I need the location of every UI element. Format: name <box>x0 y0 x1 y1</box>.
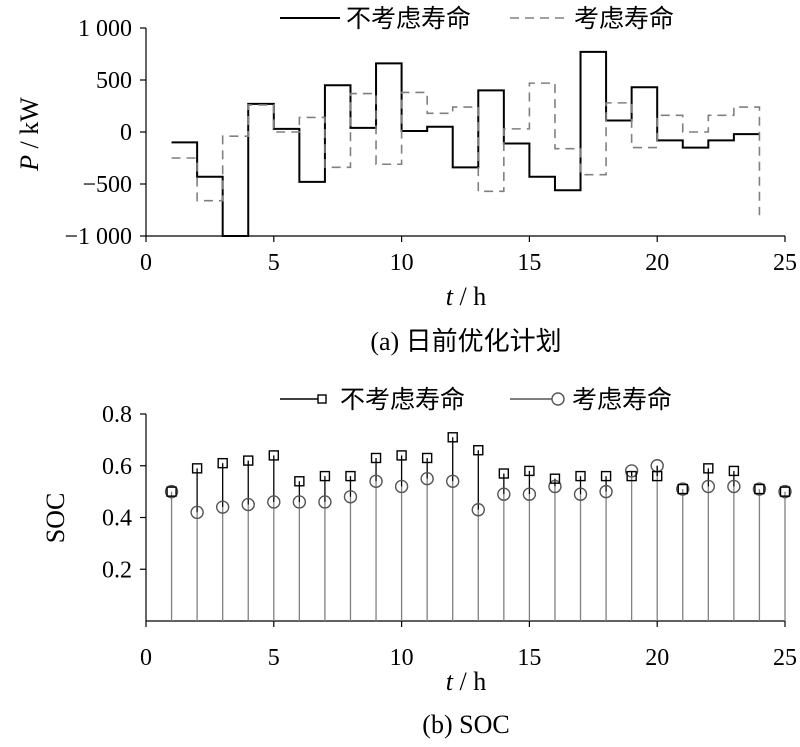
b-circle-point <box>778 484 792 499</box>
b-square-point <box>498 468 510 479</box>
b-circle-point <box>599 484 613 499</box>
b-circle-point <box>497 487 511 501</box>
legend-b-label-2: 考虑寿命 <box>572 386 672 414</box>
b-square-point <box>600 470 612 482</box>
panel-a-day-ahead-plan: 1 000 500 0 −500 −1 000 0 5 10 15 20 25 不考虑寿命 考虑寿… <box>15 5 797 356</box>
a-series-1-line <box>171 50 760 237</box>
legend-b-circle-marker <box>551 392 565 406</box>
b-circle-point <box>471 503 485 517</box>
b-circle-point <box>292 495 307 509</box>
b-circle-point <box>573 487 588 501</box>
b-circle-point <box>624 464 639 478</box>
b-circle-point <box>215 500 230 514</box>
a-series-2-line <box>171 82 761 216</box>
b-square-point <box>345 470 356 482</box>
panel-b-y-ticks: 0.8 0.6 0.4 0.2 <box>102 402 146 583</box>
b-square-point <box>370 452 382 464</box>
b-square-point <box>396 450 407 461</box>
panel-b-legend: 不考虑寿命 考虑寿命 <box>280 386 672 414</box>
panel-a-series <box>171 50 761 237</box>
a-ytick-label: −1 000 <box>64 224 132 250</box>
b-square-point <box>243 455 254 466</box>
a-xtick-label: 15 <box>517 250 541 276</box>
b-circle-point <box>369 474 383 488</box>
b-circle-point <box>676 482 690 496</box>
legend-b-label-1: 不考虑寿命 <box>340 386 465 414</box>
a-ytick-label: 1 000 <box>78 16 132 42</box>
b-circle-point <box>752 482 767 496</box>
b-circle-point <box>548 479 562 494</box>
b-circle-point <box>241 497 255 512</box>
b-square-point <box>754 483 765 495</box>
panel-a-caption: (a) 日前优化计划 <box>370 327 561 356</box>
b-square-point <box>779 486 791 497</box>
panel-b-x-label: t / h <box>446 667 486 696</box>
b-circle-point <box>650 459 664 473</box>
a-ytick-label: −500 <box>82 172 132 198</box>
b-square-point <box>294 476 305 487</box>
b-xtick-label: 25 <box>773 645 797 671</box>
legend-b-square-marker <box>317 394 327 404</box>
b-ytick-label: 0.4 <box>102 506 132 532</box>
a-xtick-label: 25 <box>773 250 797 276</box>
b-square-point <box>524 465 535 477</box>
b-circle-point <box>164 484 179 499</box>
legend-a-label-2: 考虑寿命 <box>574 5 674 33</box>
b-square-point <box>319 470 331 482</box>
b-square-point <box>626 470 637 482</box>
panel-a-y-ticks: 1 000 500 0 −500 −1 000 <box>64 16 146 250</box>
b-square-point <box>421 452 433 464</box>
b-square-point <box>728 465 740 477</box>
b-circle-point <box>420 471 434 486</box>
b-square-point <box>549 473 561 484</box>
a-xtick-label: 0 <box>140 250 152 276</box>
panel-b-x-ticks: 0 5 10 15 20 25 <box>140 621 797 671</box>
b-square-point <box>217 457 228 469</box>
panel-a-x-ticks: 0 5 10 15 20 25 <box>140 236 797 276</box>
b-square-point <box>652 470 663 482</box>
panel-a-legend: 不考虑寿命 考虑寿命 <box>280 5 674 33</box>
b-circle-point <box>522 487 537 501</box>
panel-a-y-label: P / kW <box>15 97 44 172</box>
b-circle-point <box>701 479 716 494</box>
b-xtick-label: 10 <box>390 645 414 671</box>
b-ytick-label: 0.8 <box>102 402 132 428</box>
b-xtick-label: 20 <box>645 645 669 671</box>
b-square-point <box>166 486 177 497</box>
panel-b-y-label: SOC <box>41 493 70 544</box>
b-circle-point <box>446 474 460 488</box>
panel-a-x-label: t / h <box>446 282 486 311</box>
b-circle-point <box>343 490 358 504</box>
b-square-point <box>473 445 484 456</box>
a-xtick-label: 20 <box>645 250 669 276</box>
b-square-point <box>268 450 279 461</box>
legend-a-label-1: 不考虑寿命 <box>346 5 471 33</box>
b-square-point <box>703 463 714 474</box>
b-circle-point <box>190 505 204 520</box>
a-xtick-label: 10 <box>390 250 414 276</box>
b-ytick-label: 0.6 <box>102 454 132 480</box>
a-ytick-label: 0 <box>120 120 132 146</box>
b-circle-point <box>267 495 281 509</box>
b-xtick-label: 5 <box>268 645 280 671</box>
b-square-point <box>677 483 688 495</box>
panel-b-series <box>164 432 792 621</box>
panel-b-caption: (b) SOC <box>422 710 509 739</box>
panel-b-soc: 0.8 0.6 0.4 0.2 0 5 10 15 20 25 不考虑寿命 考虑寿命 SOC t… <box>41 386 797 739</box>
b-square-point <box>575 470 586 482</box>
b-square-point <box>447 432 458 443</box>
b-ytick-label: 0.2 <box>102 557 132 583</box>
b-square-point <box>191 463 203 474</box>
b-xtick-label: 0 <box>140 645 152 671</box>
b-circle-point <box>318 495 332 509</box>
a-xtick-label: 5 <box>268 250 280 276</box>
b-xtick-label: 15 <box>517 645 541 671</box>
a-ytick-label: 500 <box>96 68 132 94</box>
b-circle-point <box>394 479 409 494</box>
b-circle-point <box>727 479 741 494</box>
